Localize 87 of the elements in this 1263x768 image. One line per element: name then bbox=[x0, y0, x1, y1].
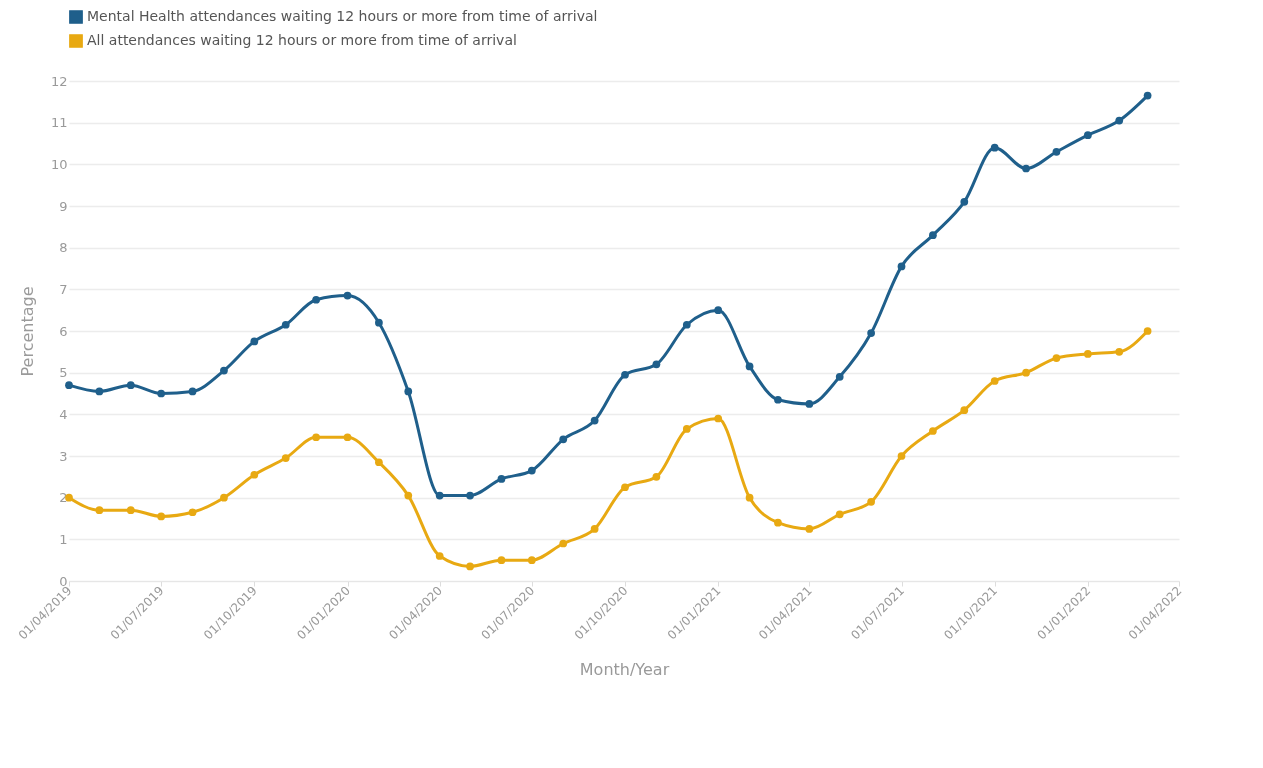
point bbox=[527, 556, 536, 565]
point bbox=[805, 400, 814, 408]
point bbox=[1052, 354, 1061, 362]
point bbox=[652, 360, 661, 369]
point bbox=[497, 475, 506, 483]
point bbox=[929, 427, 937, 435]
y-axis-title: Percentage bbox=[17, 286, 37, 377]
point bbox=[1083, 131, 1092, 140]
point bbox=[897, 452, 906, 460]
point bbox=[835, 510, 844, 519]
point bbox=[621, 483, 629, 492]
y-tick-label: 3 bbox=[59, 448, 68, 464]
point bbox=[621, 370, 629, 379]
point bbox=[435, 552, 444, 560]
y-tick-label: 9 bbox=[59, 198, 68, 214]
y-tick-label: 4 bbox=[59, 406, 68, 422]
point bbox=[1115, 116, 1124, 125]
point bbox=[281, 454, 290, 462]
point bbox=[1083, 350, 1092, 358]
y-tick-label: 2 bbox=[59, 490, 68, 506]
point bbox=[714, 306, 723, 315]
point bbox=[897, 262, 906, 271]
y-tick-label: 10 bbox=[50, 156, 68, 172]
point bbox=[714, 414, 723, 423]
point bbox=[682, 425, 691, 433]
y-tick-label: 1 bbox=[59, 531, 68, 547]
x-axis-title: Month/Year bbox=[579, 659, 670, 679]
point bbox=[960, 197, 969, 206]
point bbox=[312, 433, 320, 442]
point bbox=[404, 387, 413, 396]
point bbox=[126, 506, 135, 515]
point bbox=[95, 506, 104, 515]
point bbox=[220, 493, 228, 502]
y-tick-label: 5 bbox=[59, 365, 68, 381]
point bbox=[126, 381, 135, 390]
legend-label: Mental Health attendances waiting 12 hours or more from time of arrival bbox=[87, 8, 598, 24]
point bbox=[188, 508, 197, 517]
point bbox=[929, 231, 937, 240]
point bbox=[990, 143, 999, 152]
point bbox=[312, 295, 320, 304]
point bbox=[1052, 147, 1061, 156]
point bbox=[682, 320, 691, 329]
point bbox=[527, 466, 536, 475]
point bbox=[435, 491, 444, 500]
point bbox=[250, 337, 259, 346]
point bbox=[745, 362, 754, 371]
point bbox=[466, 562, 474, 571]
point bbox=[1022, 368, 1030, 377]
y-tick-label: 12 bbox=[50, 73, 68, 89]
point bbox=[157, 512, 166, 521]
point bbox=[343, 291, 352, 300]
point bbox=[774, 395, 782, 404]
point bbox=[497, 556, 506, 565]
point bbox=[95, 387, 104, 396]
y-tick-label: 7 bbox=[59, 281, 68, 297]
point bbox=[559, 435, 568, 444]
point bbox=[867, 329, 875, 337]
y-tick-label: 11 bbox=[50, 115, 68, 131]
point bbox=[220, 366, 228, 375]
point bbox=[867, 497, 875, 506]
point bbox=[1115, 347, 1124, 356]
point bbox=[65, 381, 73, 390]
point bbox=[404, 491, 413, 500]
point bbox=[375, 318, 383, 327]
point bbox=[343, 433, 352, 442]
point bbox=[652, 472, 661, 481]
point bbox=[250, 470, 259, 479]
point bbox=[466, 491, 474, 500]
point bbox=[774, 518, 782, 527]
point bbox=[590, 416, 599, 425]
point bbox=[281, 320, 290, 329]
legend-label: All attendances waiting 12 hours or more from time of arrival bbox=[87, 32, 517, 48]
point bbox=[559, 539, 568, 548]
point bbox=[745, 493, 754, 502]
point bbox=[990, 377, 999, 385]
y-tick-label: 6 bbox=[59, 323, 68, 339]
point bbox=[805, 525, 814, 533]
point bbox=[1143, 327, 1152, 335]
point bbox=[960, 406, 969, 415]
point bbox=[157, 389, 166, 398]
point bbox=[590, 525, 599, 533]
point bbox=[375, 458, 383, 467]
point bbox=[835, 372, 844, 381]
point bbox=[1143, 91, 1152, 100]
point bbox=[188, 387, 197, 396]
y-tick-label: 8 bbox=[59, 240, 68, 256]
point bbox=[1022, 164, 1030, 173]
